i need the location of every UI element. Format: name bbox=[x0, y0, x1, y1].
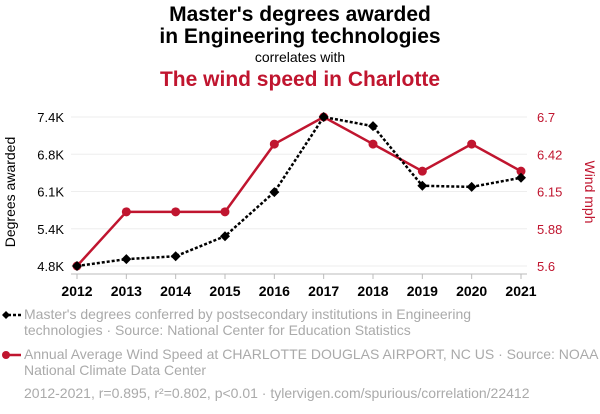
right-axis-label: Wind mph bbox=[582, 160, 598, 223]
degrees-point bbox=[466, 181, 477, 192]
x-tick-label: 2019 bbox=[407, 283, 438, 299]
left-axis-label: Degrees awarded bbox=[2, 137, 18, 248]
degrees-point bbox=[417, 180, 428, 191]
left-tick-label: 6.8K bbox=[37, 147, 64, 162]
wind-point bbox=[171, 207, 181, 217]
wind-point bbox=[516, 166, 526, 176]
x-tick-label: 2021 bbox=[505, 283, 536, 299]
series-line-degrees bbox=[76, 115, 522, 268]
legend-text: Master's degrees conferred by postsecond… bbox=[24, 306, 472, 322]
x-tick-label: 2018 bbox=[357, 283, 388, 299]
x-tick-label: 2012 bbox=[61, 283, 92, 299]
x-tick-label: 2015 bbox=[209, 283, 240, 299]
x-tick-label: 2020 bbox=[456, 283, 487, 299]
x-tick-label: 2016 bbox=[259, 283, 290, 299]
left-tick-label: 7.4K bbox=[37, 110, 64, 125]
chart-title2: The wind speed in Charlotte bbox=[159, 68, 441, 91]
degrees-point bbox=[72, 261, 82, 271]
chart-subtitle: correlates with bbox=[254, 49, 346, 65]
right-tick-label: 6.42 bbox=[537, 147, 562, 162]
right-tick-label: 6.7 bbox=[537, 110, 555, 125]
chart-title-line2: in Engineering technologies bbox=[159, 25, 441, 48]
degrees-point bbox=[516, 172, 526, 183]
degrees-point bbox=[170, 251, 181, 262]
degrees-point bbox=[269, 187, 280, 198]
legend-text: technologies · Source: National Center f… bbox=[24, 322, 411, 338]
left-tick-label: 4.8K bbox=[37, 259, 64, 274]
wind-point bbox=[368, 139, 378, 149]
degrees-point bbox=[220, 231, 230, 242]
right-tick-label: 5.6 bbox=[537, 259, 555, 274]
legend-circle-icon bbox=[2, 351, 10, 359]
right-tick-label: 5.88 bbox=[537, 222, 562, 237]
degrees-point bbox=[368, 121, 378, 132]
x-tick-label: 2017 bbox=[308, 283, 339, 299]
legend-item-degrees: Master's degrees conferred by postsecond… bbox=[24, 306, 471, 338]
legend-item-wind: Annual Average Wind Speed at CHARLOTTE D… bbox=[24, 346, 599, 378]
legend-text: National Climate Data Center bbox=[24, 362, 207, 378]
wind-point bbox=[417, 166, 427, 176]
wind-point bbox=[269, 139, 279, 149]
x-tick-label: 2013 bbox=[111, 283, 142, 299]
degrees-point bbox=[121, 254, 132, 265]
left-tick-label: 6.1K bbox=[37, 185, 64, 200]
wind-point bbox=[467, 139, 477, 149]
degrees-point bbox=[318, 112, 329, 122]
legend-diamond-icon bbox=[2, 311, 10, 319]
chart-footer: 2012-2021, r=0.895, r²=0.802, p<0.01 · t… bbox=[24, 385, 530, 401]
wind-point bbox=[121, 207, 131, 217]
series-line-wind bbox=[76, 115, 522, 267]
chart-title-line1: Master's degrees awarded bbox=[169, 3, 431, 26]
right-tick-label: 6.15 bbox=[537, 185, 562, 200]
left-tick-label: 5.4K bbox=[37, 222, 64, 237]
wind-point bbox=[220, 207, 230, 217]
x-tick-label: 2014 bbox=[160, 283, 191, 299]
legend-text: Annual Average Wind Speed at CHARLOTTE D… bbox=[24, 346, 599, 362]
